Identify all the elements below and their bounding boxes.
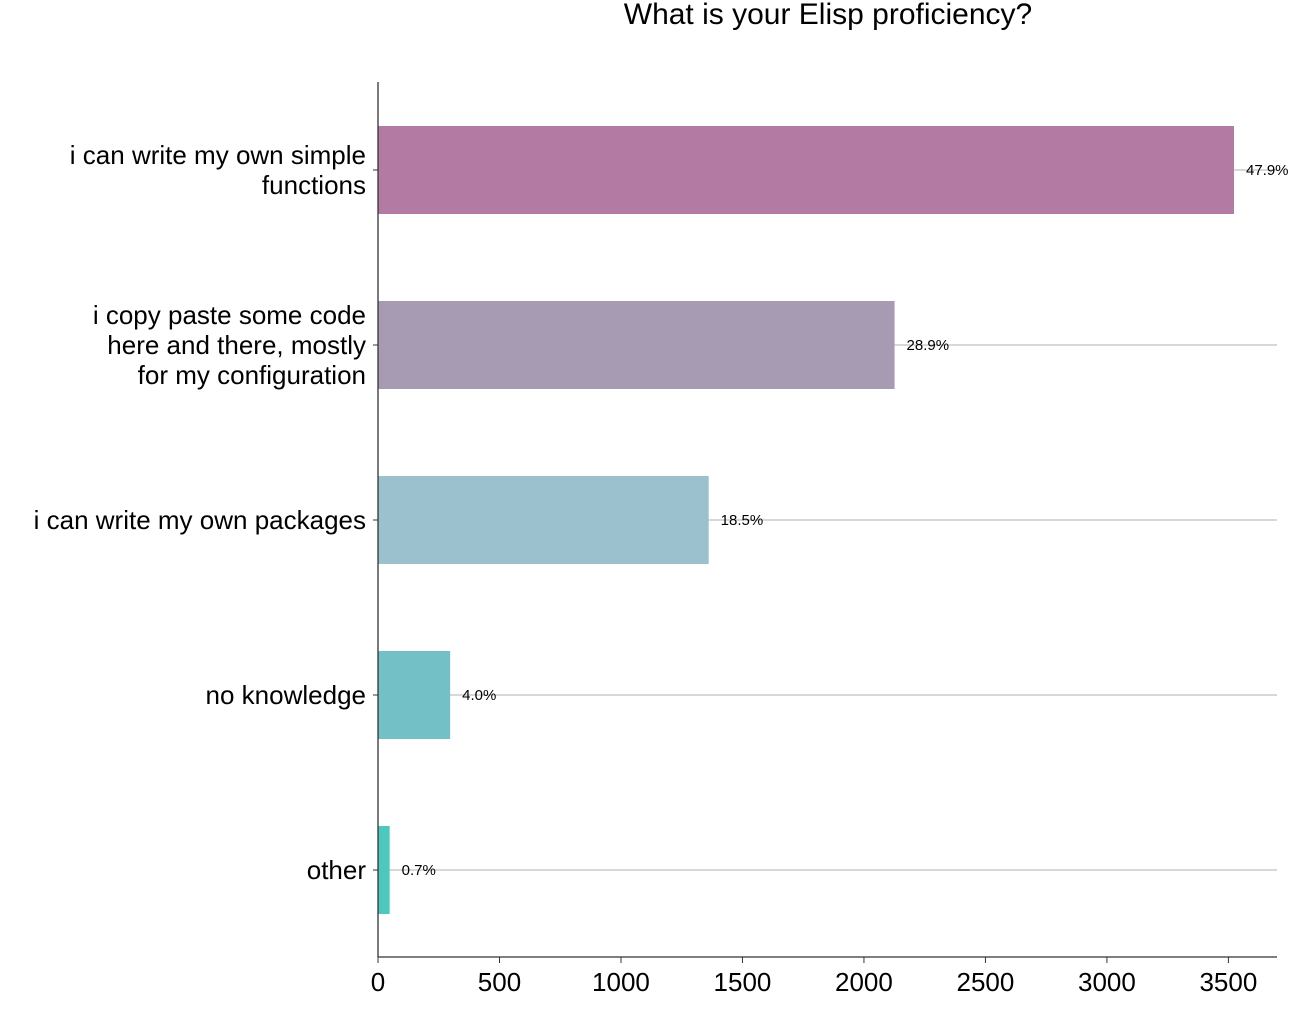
- y-tick-label: i copy paste some code: [93, 300, 366, 330]
- x-tick-label: 2500: [957, 967, 1015, 997]
- x-tick-label: 3500: [1199, 967, 1257, 997]
- bars: [378, 126, 1234, 914]
- x-tick-label: 500: [478, 967, 521, 997]
- y-tick-label: functions: [262, 170, 366, 200]
- percent-label: 18.5%: [721, 512, 764, 529]
- bar: [378, 651, 451, 739]
- percent-label: 28.9%: [907, 337, 950, 354]
- bar: [378, 301, 895, 389]
- x-tick-label: 2000: [835, 967, 893, 997]
- x-tick-label: 1500: [714, 967, 772, 997]
- chart-title: What is your Elisp proficiency?: [623, 0, 1033, 31]
- percent-label: 0.7%: [402, 862, 436, 879]
- percent-label: 4.0%: [462, 687, 496, 704]
- y-tick-label: here and there, mostly: [107, 330, 366, 360]
- bar: [378, 826, 390, 914]
- y-tick-label: no knowledge: [206, 680, 366, 710]
- x-tick-label: 1000: [592, 967, 650, 997]
- axes: [373, 82, 1277, 963]
- y-tick-label: i can write my own simple: [70, 140, 366, 170]
- x-tick-label: 0: [371, 967, 385, 997]
- y-tick-label: for my configuration: [138, 360, 366, 390]
- bar: [378, 476, 709, 564]
- y-tick-label: i can write my own packages: [34, 505, 366, 535]
- y-tick-label: other: [307, 855, 367, 885]
- percent-label: 47.9%: [1246, 162, 1289, 179]
- bar: [378, 126, 1234, 214]
- x-tick-label: 3000: [1078, 967, 1136, 997]
